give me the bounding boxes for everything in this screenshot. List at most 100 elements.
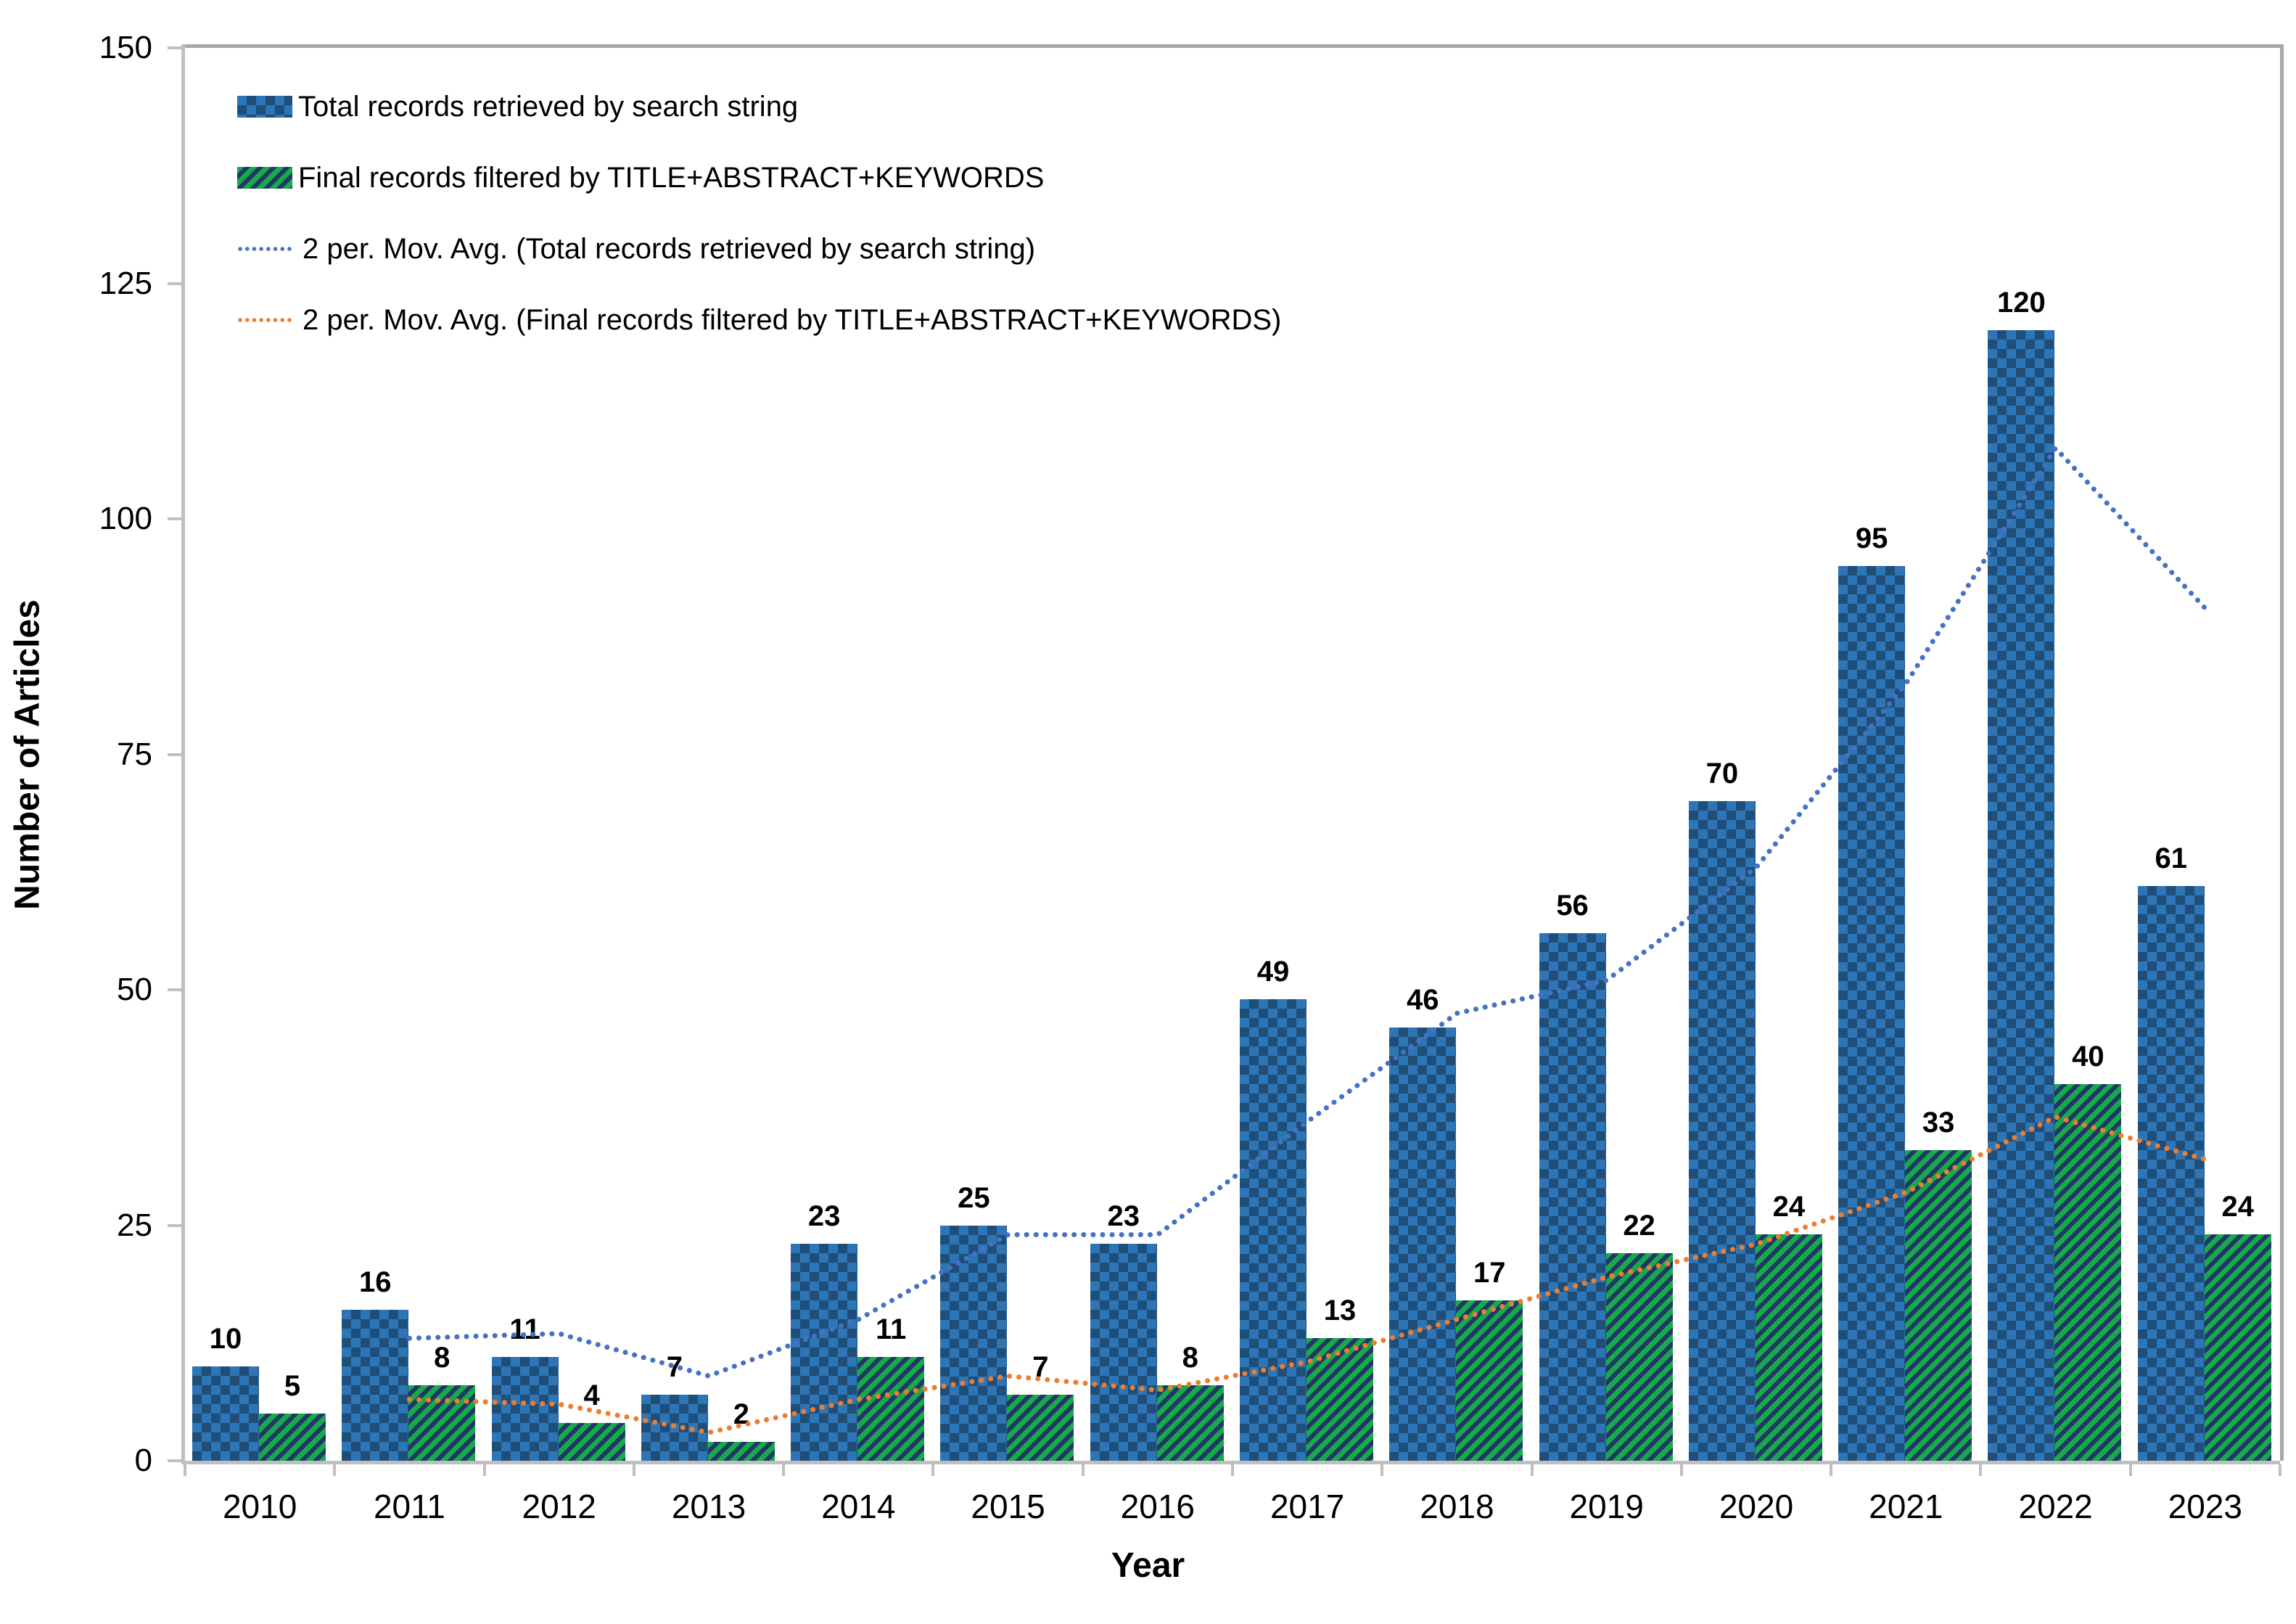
- bar-value-label: 5: [284, 1370, 301, 1403]
- bar-value-label: 23: [1107, 1200, 1140, 1233]
- bar-total-2018: [1389, 1027, 1457, 1461]
- bar-value-label: 40: [2072, 1040, 2104, 1073]
- bar-final-2015: [1007, 1395, 1074, 1461]
- bar-value-label: 70: [1705, 758, 1739, 790]
- bar-value-label: 24: [2221, 1191, 2254, 1223]
- plot-border-top: [185, 44, 2284, 48]
- bar-total-2023: [2137, 886, 2205, 1461]
- bar-final-2023: [2204, 1234, 2271, 1461]
- y-tick-label: 125: [99, 265, 152, 301]
- bar-final-2022: [2054, 1083, 2122, 1461]
- bar-value-label: 10: [209, 1323, 242, 1356]
- orange-dotted-line-icon: [238, 318, 296, 322]
- bar-total-2011: [342, 1310, 409, 1461]
- bar-total-2021: [1838, 565, 1906, 1461]
- trendlines-overlay: [406, 446, 2208, 1435]
- bar-total-2016: [1090, 1244, 1157, 1461]
- blue-dotted-line-icon: [238, 247, 296, 251]
- x-axis-tick: [782, 1464, 786, 1476]
- bar-value-label: 24: [1772, 1191, 1806, 1223]
- bar-value-label: 13: [1323, 1295, 1357, 1327]
- x-tick-label: 2022: [2018, 1488, 2093, 1525]
- bar-final-2016: [1156, 1385, 1224, 1461]
- bar-value-label: 8: [434, 1342, 450, 1374]
- blue-checker-swatch-icon: [237, 96, 292, 118]
- bar-value-label: 23: [807, 1200, 841, 1233]
- bar-final-2020: [1755, 1234, 1822, 1461]
- bar-final-2012: [558, 1423, 625, 1461]
- bar-total-2012: [491, 1357, 559, 1461]
- x-axis-tick: [1679, 1464, 1683, 1476]
- x-axis-tick: [1231, 1464, 1234, 1476]
- bar-total-2017: [1240, 998, 1307, 1461]
- y-tick-label: 25: [117, 1207, 152, 1243]
- bar-final-2019: [1605, 1253, 1673, 1461]
- legend-label: Total records retrieved by search string: [298, 91, 799, 123]
- y-tick-label: 75: [117, 736, 152, 772]
- legend-label: Final records filtered by TITLE+ABSTRACT…: [298, 162, 1045, 194]
- bar-value-label: 25: [958, 1181, 990, 1214]
- bar-total-2020: [1688, 801, 1756, 1461]
- bar-value-label: 11: [875, 1313, 907, 1346]
- x-axis-tick: [2279, 1464, 2281, 1476]
- bar-value-label: 61: [2155, 842, 2187, 875]
- x-axis-line: [181, 1461, 2280, 1464]
- x-tick-label: 2020: [1719, 1488, 1794, 1525]
- y-tick-label: 0: [134, 1443, 152, 1478]
- bar-final-2018: [1456, 1300, 1523, 1461]
- bar-total-2022: [1988, 330, 2055, 1461]
- x-axis-tick: [931, 1464, 935, 1476]
- x-axis-tick: [1830, 1464, 1833, 1476]
- x-axis-tick: [333, 1464, 337, 1476]
- bar-value-label: 95: [1855, 522, 1888, 554]
- legend-item-total-records: Total records retrieved by search string: [237, 90, 1281, 123]
- y-axis-tick: [168, 1223, 181, 1227]
- bar-value-label: 4: [583, 1379, 600, 1412]
- bar-total-2015: [940, 1225, 1008, 1461]
- x-tick-label: 2010: [222, 1488, 297, 1525]
- x-tick-label: 2013: [671, 1488, 746, 1525]
- trendline-final: [406, 1114, 2208, 1435]
- y-tick-label: 100: [99, 501, 152, 536]
- x-tick-label: 2011: [373, 1488, 445, 1525]
- x-axis-tick: [184, 1464, 186, 1476]
- bar-total-2019: [1539, 933, 1606, 1461]
- bar-total-2013: [641, 1395, 708, 1461]
- plot-border-right: [2280, 44, 2284, 1461]
- bar-value-label: 46: [1407, 983, 1439, 1016]
- x-tick-label: 2016: [1120, 1488, 1196, 1525]
- legend-item-final-records: Final records filtered by TITLE+ABSTRACT…: [237, 161, 1281, 194]
- bar-total-2010: [192, 1366, 259, 1461]
- x-axis-tick: [1381, 1464, 1384, 1476]
- x-tick-label: 2023: [2168, 1488, 2243, 1525]
- y-tick-label: 150: [99, 30, 152, 65]
- x-tick-label: 2015: [971, 1488, 1045, 1525]
- bar-total-2014: [791, 1244, 858, 1461]
- bar-value-label: 49: [1256, 955, 1290, 988]
- x-tick-label: 2017: [1270, 1488, 1345, 1525]
- x-tick-label: 2018: [1420, 1488, 1494, 1525]
- y-axis-tick: [168, 517, 181, 520]
- bar-value-label: 7: [666, 1351, 683, 1384]
- bar-value-label: 2: [733, 1398, 749, 1431]
- y-axis-tick: [168, 752, 181, 756]
- bar-final-2010: [259, 1414, 326, 1461]
- y-tick-label: 50: [117, 972, 152, 1007]
- bar-value-label: 7: [1032, 1351, 1049, 1384]
- bar-value-label: 11: [509, 1313, 540, 1346]
- plot-area: Total records retrieved by search string…: [99, 30, 2284, 1525]
- green-stripe-swatch-icon: [237, 167, 292, 189]
- x-tick-label: 2019: [1569, 1488, 1644, 1525]
- legend-label: 2 per. Mov. Avg. (Final records filtered…: [303, 304, 1282, 336]
- x-axis-tick: [632, 1464, 635, 1476]
- y-axis-tick: [168, 282, 181, 285]
- x-axis-tick: [2128, 1464, 2132, 1476]
- x-axis-tick: [1081, 1464, 1085, 1476]
- bar-final-2013: [707, 1442, 775, 1461]
- trendline-total: [406, 446, 2208, 1379]
- x-tick-label: 2012: [522, 1488, 596, 1525]
- y-axis-line: [181, 44, 185, 1464]
- legend: Total records retrieved by search string…: [237, 90, 1281, 337]
- x-axis-tick: [482, 1464, 486, 1476]
- bar-value-label: 22: [1623, 1210, 1655, 1242]
